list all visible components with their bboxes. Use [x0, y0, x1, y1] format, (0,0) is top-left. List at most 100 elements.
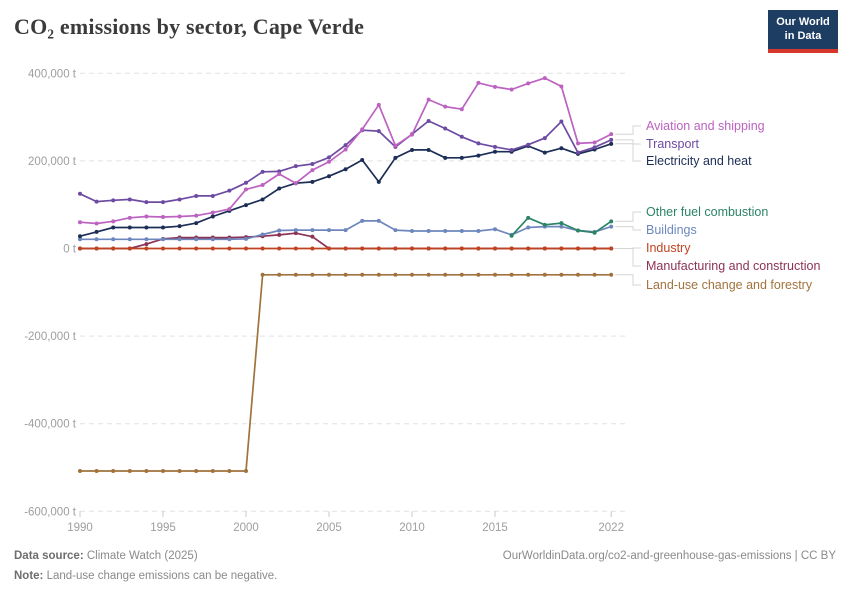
legend-label-aviation-and-shipping[interactable]: Aviation and shipping — [646, 119, 765, 133]
series-marker — [576, 272, 580, 277]
legend-label-other-fuel-combustion[interactable]: Other fuel combustion — [646, 205, 768, 219]
series-marker — [310, 234, 315, 239]
series-marker — [509, 87, 514, 92]
series-marker — [476, 272, 481, 277]
legend-label-land-use-change-and-forestry[interactable]: Land-use change and forestry — [646, 278, 813, 292]
series-marker — [476, 141, 481, 146]
series-marker — [609, 272, 614, 277]
series-marker — [459, 155, 464, 160]
series-marker — [260, 272, 265, 277]
series-marker — [576, 141, 580, 146]
series-marker — [177, 224, 182, 229]
series-marker — [310, 168, 315, 173]
series-marker — [493, 227, 497, 232]
note-value: Land-use change emissions can be negativ… — [43, 570, 278, 583]
series-marker — [343, 167, 348, 172]
series-marker — [559, 224, 564, 229]
series-marker — [459, 246, 464, 251]
series-marker — [476, 228, 481, 233]
legend-label-industry[interactable]: Industry — [646, 241, 691, 255]
series-marker — [260, 246, 265, 251]
series-marker — [443, 246, 448, 251]
owid-logo-text: Our World in Data — [776, 16, 830, 43]
series-marker — [194, 221, 199, 226]
series-marker — [277, 246, 282, 251]
series-line-land-use-change-and-forestry[interactable] — [80, 273, 612, 472]
chart-svg: 400,000 t 200,000 t 0 t -200,000 t -400,000 … — [24, 68, 820, 534]
series-marker — [393, 155, 398, 160]
series-marker — [592, 145, 597, 150]
series-marker — [410, 132, 414, 137]
series-marker — [476, 80, 481, 85]
series-marker — [410, 246, 414, 251]
series-marker — [144, 242, 149, 247]
note-label: Note: — [14, 570, 44, 583]
series-marker — [194, 193, 199, 198]
series-marker — [343, 272, 348, 277]
legend-label-buildings[interactable]: Buildings — [646, 223, 697, 237]
series-marker — [244, 180, 248, 185]
series-marker — [426, 272, 431, 277]
legend-label-manufacturing-and-construction[interactable]: Manufacturing and construction — [646, 259, 820, 273]
series-marker — [376, 129, 381, 134]
series-marker — [360, 158, 365, 163]
series-marker — [244, 236, 248, 241]
series-marker — [426, 228, 431, 233]
series-marker — [260, 197, 265, 202]
series-marker — [244, 246, 248, 251]
series-marker — [443, 155, 448, 160]
owid-logo[interactable]: Our World in Data — [768, 10, 838, 53]
series-marker — [94, 221, 99, 226]
series-marker — [177, 246, 182, 251]
series-marker — [526, 142, 531, 147]
note-line: Note: Land-use change emissions can be n… — [14, 566, 836, 586]
series-marker — [443, 228, 448, 233]
y-axis-tick-label: -400,000 t — [24, 419, 77, 431]
series-marker — [476, 246, 481, 251]
series-line-electricity-and-heat[interactable] — [79, 142, 612, 238]
series-marker — [576, 246, 580, 251]
series-marker — [194, 237, 199, 242]
series-marker — [493, 272, 497, 277]
series-marker — [360, 218, 365, 223]
series-marker — [127, 246, 132, 251]
series-line-transport[interactable] — [79, 120, 612, 203]
series-marker — [509, 272, 514, 277]
series-marker — [244, 203, 248, 208]
series-marker — [393, 246, 398, 251]
series-marker — [94, 469, 99, 474]
series-marker — [210, 469, 215, 474]
series-marker — [609, 219, 614, 224]
series-marker — [260, 169, 265, 174]
series-marker — [343, 147, 348, 152]
legend-connector — [615, 274, 641, 286]
series-marker — [526, 81, 531, 86]
legend-label-transport[interactable]: Transport — [646, 137, 700, 151]
series-marker — [177, 214, 182, 219]
x-axis-tick-label: 2015 — [482, 522, 508, 534]
series-marker — [426, 119, 431, 124]
series-marker — [293, 228, 298, 233]
legend-connector — [615, 248, 641, 267]
series-marker — [493, 144, 497, 149]
series-marker — [78, 220, 82, 225]
series-marker — [144, 200, 149, 205]
series-marker — [526, 225, 531, 230]
series-marker — [376, 218, 381, 223]
series-marker — [293, 246, 298, 251]
series-marker — [526, 246, 531, 251]
series-marker — [194, 246, 199, 251]
legend-label-electricity-and-heat[interactable]: Electricity and heat — [646, 154, 752, 168]
series-marker — [310, 228, 315, 233]
series-line-manufacturing-and-construction[interactable] — [80, 232, 612, 250]
series-marker — [592, 230, 597, 235]
series-marker — [410, 228, 414, 233]
series-marker — [327, 174, 331, 179]
series-marker — [559, 246, 564, 251]
series-marker — [410, 272, 414, 277]
series-marker — [293, 164, 298, 169]
series-marker — [194, 213, 199, 218]
series-marker — [94, 229, 99, 234]
chart-footer: Data source: Climate Watch (2025) Note: … — [14, 546, 836, 586]
citation-link[interactable]: OurWorldinData.org/co2-and-greenhouse-ga… — [502, 550, 836, 562]
